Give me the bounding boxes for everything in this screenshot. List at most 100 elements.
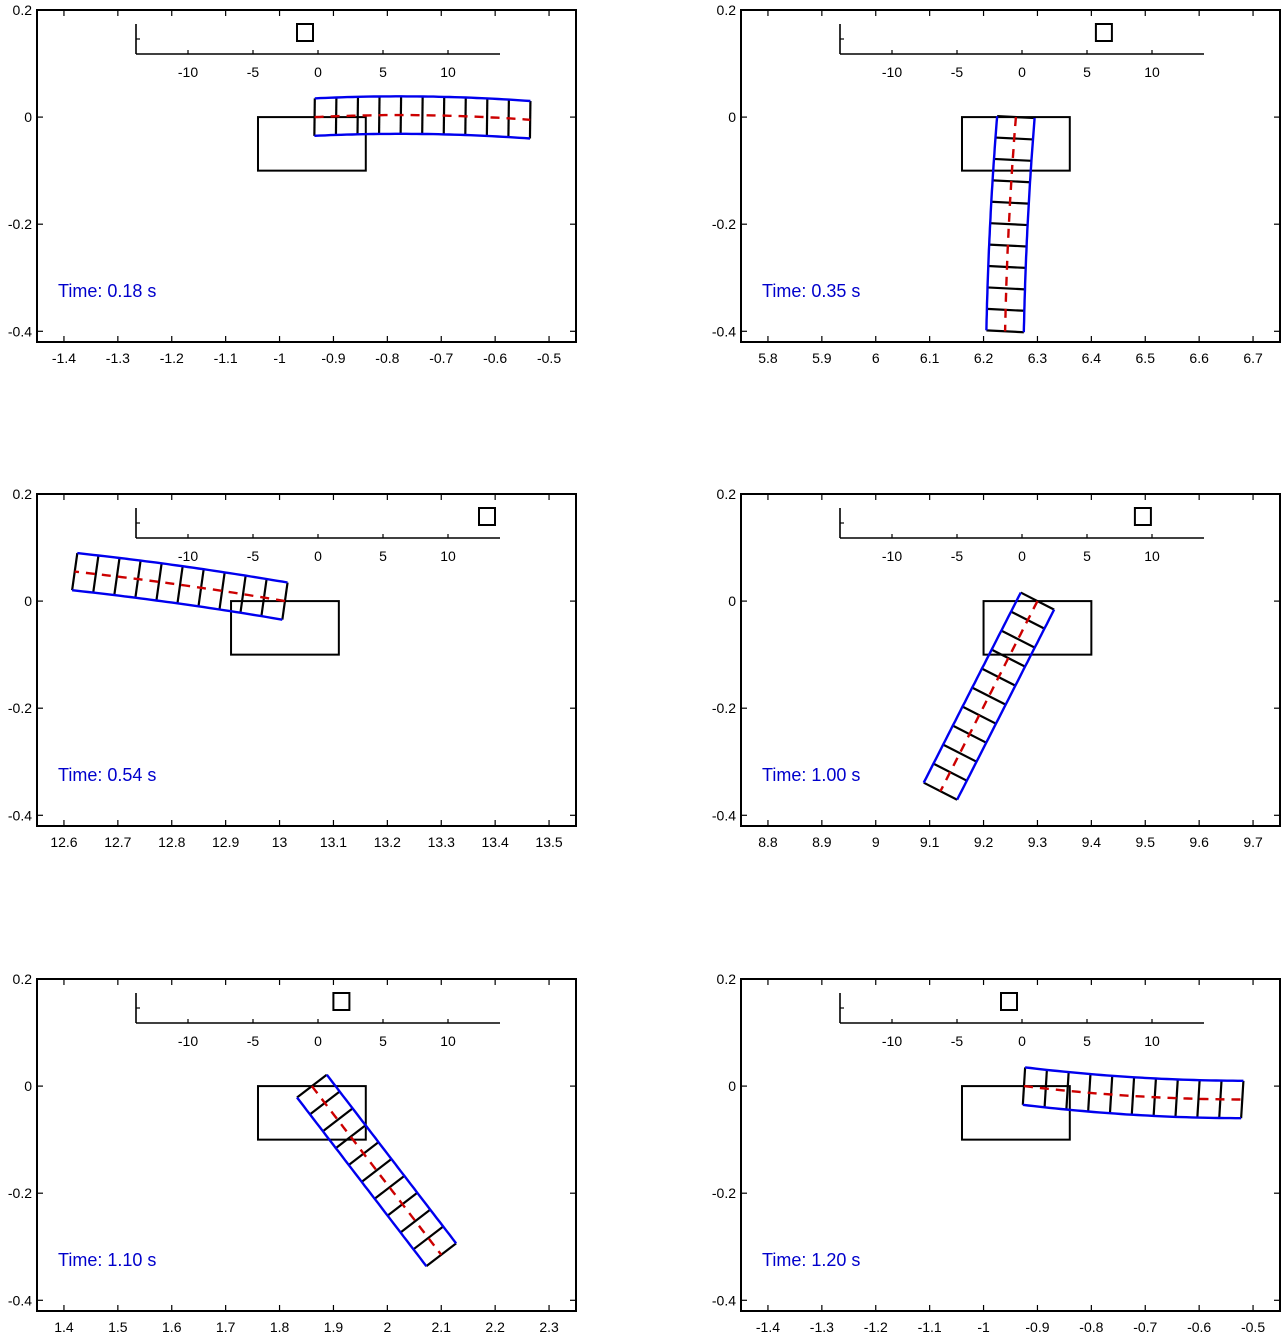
inset-tick-label: -5	[951, 548, 964, 564]
panel-3: 12.6 12.7 12.8 12.9 13 13.1 13.2 13.3 13.4 13.5 -0…	[8, 486, 577, 850]
beam	[313, 95, 532, 140]
beam-rung	[1174, 1079, 1179, 1117]
y-tick-label: 0	[24, 593, 32, 609]
x-tick-label: -0.8	[375, 350, 399, 366]
inset-tick-label: -10	[178, 64, 198, 80]
inset-tick-label: -10	[882, 548, 902, 564]
x-tick-label: -1	[273, 350, 286, 366]
beam-rung	[399, 1208, 431, 1234]
axes-box	[36, 493, 577, 827]
x-tick-label: -0.8	[1079, 1319, 1103, 1335]
inset-tick-label: 10	[440, 548, 456, 564]
beam-edge-top	[1024, 1066, 1244, 1082]
y-tick-label: -0.4	[8, 807, 32, 823]
x-tick-label: -1.2	[864, 1319, 888, 1335]
time-label: Time: 0.54 s	[58, 765, 156, 785]
reference-rectangle	[256, 116, 367, 172]
beam-edge-top	[325, 1073, 458, 1245]
x-tick-label: 5.8	[758, 350, 778, 366]
inset-tick-label: 0	[314, 1033, 322, 1049]
y-tick-label: 0	[728, 1078, 736, 1094]
y-tick-label: -0.2	[712, 216, 736, 232]
inset-axis: -10 -5 0 5 10	[839, 507, 1204, 564]
beam	[985, 115, 1036, 334]
x-tick-label: 2	[383, 1319, 391, 1335]
axes-box	[740, 978, 1281, 1312]
x-tick-label: 2.1	[432, 1319, 452, 1335]
x-tick-label: 6.7	[1243, 350, 1263, 366]
axes-box	[36, 978, 577, 1312]
y-tick-label: 0.2	[717, 486, 737, 502]
beam-edge-top	[985, 116, 999, 331]
beam-rung	[1130, 1077, 1136, 1115]
x-tick-label: 6.4	[1082, 350, 1102, 366]
inset-position-marker	[478, 507, 496, 526]
x-tick-label: 2.2	[485, 1319, 505, 1335]
beam-centerline	[1023, 1084, 1243, 1101]
inset-tick-label: -10	[178, 1033, 198, 1049]
inset-tick-label: 0	[1018, 64, 1026, 80]
beam	[71, 551, 289, 621]
beam-centerline	[74, 570, 286, 603]
inset-position-marker	[1133, 507, 1152, 526]
x-tick-label: 12.7	[104, 834, 131, 850]
x-tick-label: -0.5	[537, 350, 561, 366]
time-label: Time: 0.35 s	[762, 281, 860, 301]
inset-tick-label: -5	[247, 64, 260, 80]
x-tick-label: -1.1	[918, 1319, 942, 1335]
x-tick-label: 13.1	[320, 834, 347, 850]
y-tick-label: 0	[24, 1078, 32, 1094]
beam	[296, 1073, 458, 1268]
panel-2: 5.8 5.9 6 6.1 6.2 6.3 6.4 6.5 6.6 6.7 -0.4 -0.2 0 0.2…	[712, 2, 1281, 366]
beam-rung	[990, 222, 1028, 227]
beam-rung	[971, 686, 1007, 706]
beam-edge-bottom	[956, 609, 1056, 801]
x-tick-label: -1.1	[214, 350, 238, 366]
y-tick-label: 0	[728, 109, 736, 125]
x-tick-label: 9.2	[974, 834, 994, 850]
inset-tick-label: 0	[314, 548, 322, 564]
inset-tick-label: -5	[247, 548, 260, 564]
x-tick-label: 12.8	[158, 834, 185, 850]
beam-centerline	[1003, 117, 1018, 332]
x-tick-label: 1.4	[54, 1319, 74, 1335]
x-tick-label: 9.4	[1082, 834, 1102, 850]
beam-rung	[361, 1158, 393, 1183]
beam-rung	[113, 557, 121, 596]
inset-tick-label: 0	[314, 64, 322, 80]
inset-tick-label: 5	[1083, 1033, 1091, 1049]
y-tick-label: 0.2	[13, 486, 33, 502]
reference-rectangle	[230, 600, 340, 656]
x-tick-label: 6.2	[974, 350, 994, 366]
x-tick-label: 1.9	[324, 1319, 344, 1335]
y-tick-label: -0.4	[8, 323, 32, 339]
beam-rung	[335, 1124, 367, 1149]
panel-6: -1.4 -1.3 -1.2 -1.1 -1 -0.9 -0.8 -0.7 -0.6 -0.5 -0…	[712, 971, 1281, 1335]
x-tick-label: 6.5	[1136, 350, 1156, 366]
beam-rung	[1000, 629, 1036, 649]
inset-tick-label: 5	[1083, 548, 1091, 564]
beam-edge-bottom	[314, 132, 531, 140]
beam-rung	[218, 572, 226, 610]
beam-edge-top	[314, 95, 531, 103]
beam-rung	[322, 1107, 354, 1133]
x-tick-label: 12.6	[50, 834, 77, 850]
inset-tick-label: 0	[1018, 1033, 1026, 1049]
inset-tick-label: 10	[440, 64, 456, 80]
beam-rung	[942, 743, 978, 763]
x-tick-label: 9.7	[1243, 834, 1263, 850]
x-tick-label: 1.6	[162, 1319, 182, 1335]
inset-tick-label: -10	[882, 64, 902, 80]
inset-axis: -10 -5 0 5 10	[839, 992, 1204, 1049]
inset-axis: -10 -5 0 5 10	[135, 507, 500, 564]
inset-tick-label: -5	[951, 1033, 964, 1049]
x-tick-label: 6.3	[1028, 350, 1048, 366]
inset-tick-label: 10	[440, 1033, 456, 1049]
x-tick-label: 2.3	[539, 1319, 559, 1335]
x-tick-label: 9	[872, 834, 880, 850]
beam-rung	[1065, 1072, 1070, 1110]
y-tick-label: -0.2	[712, 700, 736, 716]
reference-rectangle	[982, 600, 1093, 656]
inset-axis: -10 -5 0 5 10	[839, 23, 1204, 80]
